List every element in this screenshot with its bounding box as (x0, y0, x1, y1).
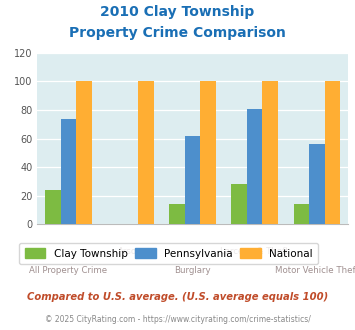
Bar (185, 136, 200, 224)
Bar (138, 82, 154, 224)
Bar (200, 82, 216, 224)
Bar (45, 190, 61, 224)
Bar (61, 118, 76, 224)
Bar (324, 82, 340, 224)
Bar (294, 204, 309, 224)
Bar (309, 144, 324, 224)
Text: © 2025 CityRating.com - https://www.cityrating.com/crime-statistics/: © 2025 CityRating.com - https://www.city… (45, 315, 310, 324)
Legend: Clay Township, Pennsylvania, National: Clay Township, Pennsylvania, National (20, 243, 318, 264)
Text: Larceny & Theft: Larceny & Theft (220, 247, 289, 256)
Text: 2010 Clay Township: 2010 Clay Township (100, 5, 255, 19)
Text: All Property Crime: All Property Crime (29, 266, 108, 275)
Bar (247, 109, 262, 224)
Text: Motor Vehicle Theft: Motor Vehicle Theft (275, 266, 355, 275)
Bar (231, 184, 247, 224)
Text: Arson: Arson (118, 247, 143, 256)
Text: Compared to U.S. average. (U.S. average equals 100): Compared to U.S. average. (U.S. average … (27, 292, 328, 302)
Text: Burglary: Burglary (174, 266, 211, 275)
Text: Property Crime Comparison: Property Crime Comparison (69, 26, 286, 40)
Bar (262, 82, 278, 224)
Bar (169, 204, 185, 224)
Bar (76, 82, 92, 224)
